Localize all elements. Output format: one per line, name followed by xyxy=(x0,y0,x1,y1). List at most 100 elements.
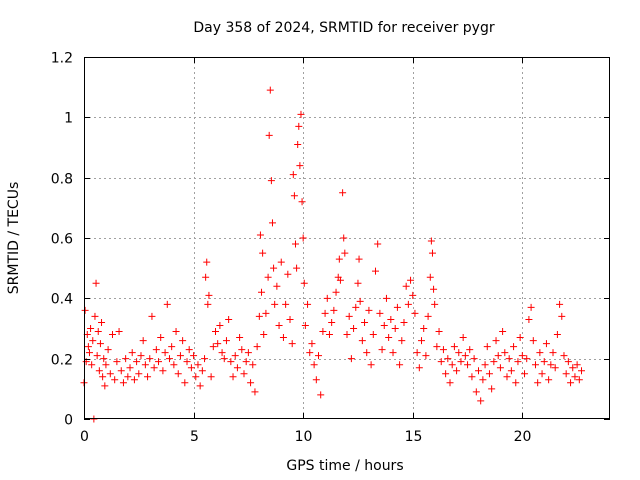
data-point xyxy=(444,355,452,363)
data-point xyxy=(339,189,347,197)
data-point xyxy=(481,361,489,369)
data-point xyxy=(236,334,244,342)
data-point xyxy=(300,279,308,287)
data-point xyxy=(288,340,296,348)
data-point xyxy=(496,364,504,372)
data-point xyxy=(157,334,165,342)
data-point xyxy=(551,364,559,372)
y-tick-labels: 0 0.2 0.4 0.6 0.8 1 1.2 xyxy=(51,51,73,429)
data-point xyxy=(108,331,116,339)
data-point xyxy=(249,361,257,369)
data-point xyxy=(350,325,358,332)
data-point xyxy=(270,264,278,272)
data-point xyxy=(122,355,130,363)
y-tick-label: 0.2 xyxy=(51,353,73,369)
data-point xyxy=(439,346,447,354)
data-point xyxy=(422,352,430,360)
data-point xyxy=(505,355,513,363)
data-point xyxy=(296,162,304,170)
data-point xyxy=(371,267,379,275)
data-point xyxy=(255,312,263,320)
data-point xyxy=(225,315,233,323)
data-point xyxy=(453,367,461,375)
data-point xyxy=(536,349,544,357)
data-point xyxy=(407,276,415,284)
data-point xyxy=(485,370,493,378)
data-point xyxy=(289,171,297,179)
data-point xyxy=(194,361,202,369)
data-point xyxy=(297,110,305,118)
data-point xyxy=(266,86,274,94)
data-point xyxy=(119,379,127,387)
data-point xyxy=(578,367,586,375)
data-point xyxy=(389,349,397,357)
data-point xyxy=(369,331,377,339)
data-point xyxy=(81,306,89,314)
data-point xyxy=(298,198,306,206)
data-point xyxy=(415,364,423,372)
data-point xyxy=(347,355,355,363)
y-tick-label: 0.4 xyxy=(51,292,73,308)
data-point xyxy=(259,249,267,257)
data-point xyxy=(448,361,456,369)
data-point xyxy=(273,282,281,290)
data-point xyxy=(404,300,412,308)
data-point xyxy=(238,346,246,354)
data-point xyxy=(203,258,211,266)
data-point xyxy=(126,364,134,372)
data-point xyxy=(427,237,435,245)
data-point xyxy=(271,300,279,308)
data-point xyxy=(299,234,307,242)
data-point xyxy=(148,312,156,320)
data-point xyxy=(220,355,228,363)
data-point xyxy=(356,297,364,305)
data-point xyxy=(391,325,399,332)
data-point xyxy=(354,279,362,287)
data-point xyxy=(385,334,393,342)
data-point xyxy=(284,270,292,278)
data-point xyxy=(573,361,581,369)
data-point xyxy=(290,192,298,200)
data-point xyxy=(534,379,542,387)
data-point xyxy=(466,346,474,354)
data-point xyxy=(99,373,107,381)
data-point xyxy=(275,321,283,329)
data-point xyxy=(503,373,511,381)
data-point xyxy=(560,352,568,360)
data-point xyxy=(168,343,176,351)
data-point xyxy=(277,258,285,266)
data-point xyxy=(514,358,522,366)
data-point xyxy=(319,328,327,336)
data-point xyxy=(312,376,320,384)
data-point xyxy=(244,349,252,357)
data-point xyxy=(562,370,570,378)
data-point xyxy=(146,355,154,363)
data-point xyxy=(92,279,100,287)
data-point xyxy=(507,367,515,375)
data-point xyxy=(170,361,178,369)
data-point xyxy=(264,273,272,281)
data-point xyxy=(355,255,363,263)
data-point xyxy=(91,312,99,320)
data-point xyxy=(172,328,180,336)
data-point xyxy=(304,300,312,308)
data-point xyxy=(286,315,294,323)
data-point xyxy=(569,364,577,372)
data-point xyxy=(426,273,434,281)
data-point xyxy=(253,343,261,351)
data-point xyxy=(361,318,369,326)
data-point xyxy=(345,312,353,320)
y-tick-label: 1.2 xyxy=(51,51,73,67)
data-point xyxy=(418,337,426,345)
data-point xyxy=(262,309,270,317)
data-point xyxy=(294,140,302,148)
data-point xyxy=(358,337,366,345)
x-tick-labels: 0 5 10 15 20 xyxy=(80,429,531,445)
chart-title: Day 358 of 2024, SRMTID for receiver pyg… xyxy=(193,20,494,36)
data-point xyxy=(268,219,276,227)
data-point xyxy=(380,321,388,329)
data-point xyxy=(258,288,266,296)
data-point xyxy=(317,391,325,399)
data-point xyxy=(393,303,401,311)
data-point xyxy=(222,337,230,345)
